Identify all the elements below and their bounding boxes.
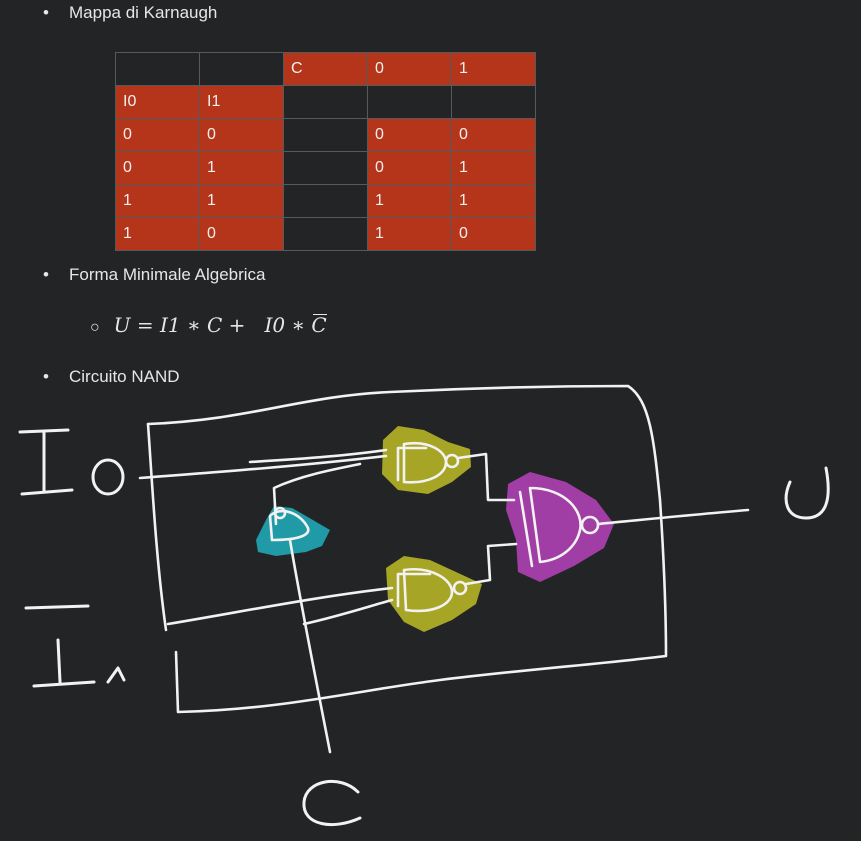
minimal-form-heading: Forma Minimale Algebrica <box>69 265 266 284</box>
bullet-dot: • <box>43 265 49 284</box>
top-nand-body-inner <box>396 446 428 482</box>
output-nand-highlight <box>506 472 614 582</box>
output-wire <box>596 508 750 526</box>
bottom-nand-body <box>402 568 454 613</box>
sketch-ink <box>138 384 750 754</box>
table-cell: 0 <box>451 217 536 251</box>
label-u <box>784 466 830 520</box>
bottom-gate-output <box>464 542 518 586</box>
table-cell: 0 <box>367 52 452 86</box>
table-cell <box>283 217 368 251</box>
label-i1 <box>24 604 126 688</box>
bullet-dot: • <box>43 3 49 22</box>
table-cell: 0 <box>451 118 536 152</box>
karnaugh-heading: Mappa di Karnaugh <box>69 3 218 22</box>
minimal-formula: ○ U = I1 ∗ C + I0 ∗ C <box>90 313 328 337</box>
bullet-dot: • <box>43 367 49 386</box>
table-cell <box>367 85 452 119</box>
bottom-nand-highlight <box>386 556 482 632</box>
outer-box <box>146 384 668 714</box>
sketch-labels <box>18 428 830 826</box>
output-nand-body-inner <box>518 490 534 568</box>
table-cell <box>283 151 368 185</box>
table-cell: 1 <box>451 151 536 185</box>
output-nand-bubble <box>580 515 600 535</box>
table-cell <box>283 184 368 218</box>
formula-equals: = <box>130 313 161 337</box>
outer-box-left <box>146 422 168 632</box>
formula-op1: ∗ <box>180 313 207 337</box>
table-cell: 1 <box>115 217 200 251</box>
label-i0 <box>18 428 125 496</box>
top-gate-output <box>456 452 516 502</box>
not-gate-body <box>268 509 310 542</box>
table-cell <box>283 118 368 152</box>
label-c <box>302 779 362 826</box>
table-cell: 1 <box>367 217 452 251</box>
output-nand-body <box>528 486 582 564</box>
i0-wire <box>138 454 388 480</box>
i1-wire-2 <box>302 598 394 626</box>
table-cell <box>451 85 536 119</box>
table-cell: 1 <box>199 184 284 218</box>
formula-plus: + <box>222 313 265 337</box>
bottom-nand-body-inner <box>396 572 432 608</box>
sub-bullet-circle: ○ <box>90 319 100 336</box>
table-cell: 1 <box>451 52 536 86</box>
formula-term2-b-negated: C <box>311 313 328 337</box>
formula-lhs: U <box>113 313 131 337</box>
formula-term2-a: I0 <box>264 313 286 337</box>
c-wire <box>288 538 332 754</box>
table-cell: 1 <box>115 184 200 218</box>
table-cell: 0 <box>367 118 452 152</box>
table-cell <box>283 85 368 119</box>
i1-wire <box>166 586 394 626</box>
top-nand-bubble <box>444 453 460 469</box>
i0-wire-2 <box>248 448 388 464</box>
karnaugh-table: C 0 1 I0 I1 0 0 0 0 0 1 0 1 1 1 1 1 1 0 1 0 <box>115 52 536 251</box>
table-cell <box>115 52 200 86</box>
table-cell: 0 <box>199 118 284 152</box>
table-cell: I1 <box>199 85 284 119</box>
c-wire-up <box>272 462 362 526</box>
formula-term1-a: I1 <box>160 313 181 337</box>
table-cell: 0 <box>115 151 200 185</box>
bottom-nand-bubble <box>452 580 468 596</box>
formula-term1-b: C <box>206 313 223 337</box>
not-gate-bubble <box>273 506 287 520</box>
table-row: I0 I1 <box>115 85 536 119</box>
table-cell: I0 <box>115 85 200 119</box>
nand-circuit-heading: Circuito NAND <box>69 367 180 386</box>
formula-op2: ∗ <box>285 313 312 337</box>
table-cell: C <box>283 52 368 86</box>
table-cell <box>199 52 284 86</box>
table-cell: 0 <box>367 151 452 185</box>
